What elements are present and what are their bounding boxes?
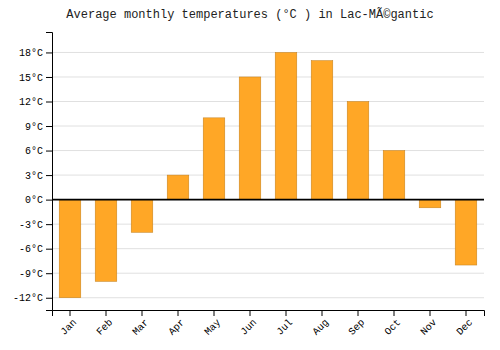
bar (95, 200, 117, 282)
bar (131, 200, 153, 233)
y-tick: -6°C (19, 244, 52, 255)
y-tick-label: 0°C (25, 195, 43, 206)
y-tick-label: 12°C (19, 97, 43, 108)
y-tick: 12°C (19, 97, 52, 108)
grid (52, 52, 484, 297)
y-tick: 0°C (25, 195, 52, 206)
x-tick-mark (394, 310, 395, 316)
grid-line (52, 126, 484, 127)
bar (347, 102, 369, 200)
x-tick: Aug (311, 310, 332, 338)
x-tick: Jun (239, 310, 260, 338)
x-axis-line (53, 311, 485, 317)
x-tick-label: Sep (347, 317, 368, 338)
grid-line (52, 101, 484, 102)
x-tick: May (203, 310, 224, 338)
x-tick-mark (430, 310, 431, 316)
bar (455, 200, 477, 265)
y-tick-label: 15°C (19, 73, 43, 84)
x-tick-label: Jul (275, 317, 296, 338)
x-tick-label: Apr (167, 317, 188, 338)
x-tick: Mar (131, 310, 152, 338)
y-tick: 9°C (25, 122, 52, 133)
y-tick-label: 9°C (25, 122, 43, 133)
y-tick-mark (46, 200, 52, 201)
x-tick-mark (250, 310, 251, 316)
x-tick-mark (322, 310, 323, 316)
y-tick-mark (46, 102, 52, 103)
x-tick-label: Dec (455, 317, 476, 338)
bar (383, 151, 405, 200)
grid-line (52, 150, 484, 151)
y-tick-mark (46, 151, 52, 152)
grid-line (52, 297, 484, 298)
y-tick-mark (46, 175, 52, 176)
x-axis: Jan Feb Mar Apr May Jun Jul Aug Sep Oct Nov Dec (53, 310, 485, 338)
y-axis: -12°C -9°C -6°C -3°C 0°C 3°C 6°C 9°C 12°C 15°C 18°… (13, 33, 53, 311)
grid-line (52, 76, 484, 77)
grid-line (52, 199, 484, 200)
y-tick-mark (46, 52, 52, 53)
y-tick: -3°C (19, 220, 52, 231)
x-tick-mark (178, 310, 179, 316)
y-tick-mark (46, 273, 52, 274)
marks (52, 52, 484, 297)
y-tick-label: 3°C (25, 171, 43, 182)
y-tick: 18°C (19, 48, 52, 59)
bar (203, 118, 225, 200)
x-tick: Apr (167, 310, 188, 338)
plot: -12°C -9°C -6°C -3°C 0°C 3°C 6°C 9°C 12°C 15°C 18°… (13, 33, 485, 338)
y-tick-mark (46, 77, 52, 78)
y-tick-mark (46, 249, 52, 250)
y-tick-mark (46, 126, 52, 127)
x-tick: Jan (59, 310, 80, 338)
chart: Average monthly temperatures (°C ) in La… (0, 0, 500, 350)
bar (239, 77, 261, 200)
x-tick-label: Oct (383, 317, 404, 338)
x-tick-mark (106, 310, 107, 316)
y-tick: 3°C (25, 171, 52, 182)
y-tick-label: 18°C (19, 48, 43, 59)
y-tick-label: -12°C (13, 293, 43, 304)
x-tick: Dec (455, 310, 476, 338)
x-tick: Sep (347, 310, 368, 338)
x-tick-mark (70, 310, 71, 316)
x-tick-label: May (203, 317, 224, 338)
y-tick-mark (46, 224, 52, 225)
x-tick-mark (466, 310, 467, 316)
grid-line (52, 52, 484, 53)
x-tick-mark (286, 310, 287, 316)
x-tick: Nov (419, 310, 440, 338)
y-tick: -12°C (13, 293, 52, 304)
bar (275, 52, 297, 199)
y-axis-line (46, 33, 53, 311)
grid-line (52, 175, 484, 176)
y-tick: 6°C (25, 146, 52, 157)
y-tick-label: -9°C (19, 269, 43, 280)
x-tick-label: Nov (419, 317, 440, 338)
x-tick-mark (358, 310, 359, 316)
bar (167, 175, 189, 200)
y-tick: -9°C (19, 269, 52, 280)
bar (311, 61, 333, 200)
x-tick-label: Aug (311, 317, 332, 338)
y-tick-label: -6°C (19, 244, 43, 255)
x-tick-mark (142, 310, 143, 316)
title: Average monthly temperatures (°C ) in La… (66, 7, 433, 22)
x-tick-label: Feb (95, 317, 116, 338)
y-tick-label: 6°C (25, 146, 43, 157)
bar (419, 200, 441, 208)
y-tick-label: -3°C (19, 220, 43, 231)
x-tick: Jul (275, 310, 296, 338)
x-tick: Feb (95, 310, 116, 338)
y-tick-mark (46, 298, 52, 299)
bar (59, 200, 81, 298)
x-tick-label: Mar (131, 317, 152, 338)
x-tick-label: Jan (59, 317, 80, 338)
x-tick-mark (214, 310, 215, 316)
x-tick: Oct (383, 310, 404, 338)
x-tick-label: Jun (239, 317, 260, 338)
zero-line (52, 199, 484, 201)
y-tick: 15°C (19, 73, 52, 84)
